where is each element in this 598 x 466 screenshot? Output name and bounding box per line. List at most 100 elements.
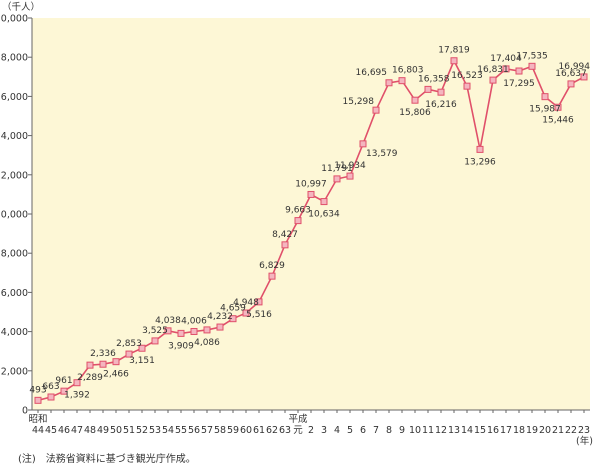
data-point [333, 175, 341, 183]
data-point [281, 241, 289, 249]
data-point [489, 76, 497, 84]
x-tick-label: 2 [308, 425, 314, 436]
data-point [203, 326, 211, 334]
data-point [541, 93, 549, 101]
x-tick-label: 51 [123, 425, 135, 436]
y-tick-label: 8,000 [1, 249, 28, 260]
x-tick-label: 6 [360, 425, 366, 436]
x-tick-label: 13 [448, 425, 460, 436]
data-point [294, 217, 302, 225]
x-tick-label: 45 [45, 425, 57, 436]
data-point [359, 140, 367, 148]
data-label: 4,232 [207, 312, 233, 322]
x-tick-label: 60 [240, 425, 252, 436]
y-tick-label: 2,000 [1, 366, 28, 377]
markers [34, 57, 588, 404]
data-label: 17,535 [516, 51, 548, 61]
x-tick-label: 15 [474, 425, 486, 436]
data-label: 5,516 [246, 310, 272, 320]
x-tick-label: 22 [565, 425, 577, 436]
x-tick-label: 56 [188, 425, 200, 436]
data-point [372, 106, 380, 114]
x-tick-label: 3 [321, 425, 327, 436]
era-label: 平成 [288, 413, 308, 425]
data-label: 11,934 [334, 161, 366, 171]
data-label: 493 [29, 385, 46, 395]
era-label: 昭和 [28, 414, 47, 425]
data-label: 4,948 [233, 298, 259, 308]
data-point [60, 387, 68, 395]
data-label: 16,695 [356, 68, 388, 78]
y-tick-label: 10,000 [0, 210, 28, 221]
y-tick-label: 6,000 [1, 288, 28, 299]
data-label: 4,086 [194, 338, 220, 348]
data-point [437, 88, 445, 96]
x-tick-label: 11 [422, 425, 434, 436]
data-label: 10,634 [308, 210, 340, 220]
data-point [47, 393, 55, 401]
y-tick-label: 18,000 [0, 53, 28, 64]
x-tick-label: 63 [279, 425, 291, 436]
x-tick-label: 17 [500, 425, 512, 436]
data-label: 16,831 [477, 65, 509, 75]
data-point [528, 62, 536, 70]
data-point [580, 73, 588, 81]
x-tick-label: 21 [552, 425, 564, 436]
x-tick-label: 23 [578, 425, 590, 436]
plot-area [32, 18, 590, 410]
data-point [138, 344, 146, 352]
x-tick-label: 14 [461, 425, 473, 436]
data-label: 15,446 [542, 115, 574, 125]
data-label: 4,038 [155, 316, 181, 326]
x-tick-label: 48 [84, 425, 96, 436]
data-label: 11,791 [321, 164, 353, 174]
data-label: 9,663 [285, 206, 311, 216]
x-tick-label: 55 [175, 425, 187, 436]
x-tick-label: 57 [201, 425, 213, 436]
data-point [346, 172, 354, 180]
y-unit-label: （千人） [2, 1, 40, 13]
data-point [190, 327, 198, 335]
data-point [164, 327, 172, 335]
data-point [216, 323, 224, 331]
data-label: 15,806 [399, 108, 431, 118]
data-point [34, 396, 42, 404]
x-tick-label: 52 [136, 425, 148, 436]
data-point [268, 272, 276, 280]
data-label: 16,358 [418, 74, 450, 84]
x-tick-label: 10 [409, 425, 421, 436]
data-label: 17,295 [503, 79, 535, 89]
data-point [450, 57, 458, 65]
x-tick-label: 7 [373, 425, 379, 436]
data-point [320, 198, 328, 206]
data-point [112, 358, 120, 366]
x-tick-label: 61 [253, 425, 265, 436]
data-label: 17,404 [490, 54, 522, 64]
data-label: 663 [42, 382, 59, 392]
y-tick-label: 16,000 [0, 92, 28, 103]
data-point [398, 77, 406, 85]
data-point [411, 96, 419, 104]
data-label: 2,853 [116, 339, 142, 349]
x-axis: 44 45 46 47 48 49 50 51 52 53 54 55 56 57 58 59 60 61 62 63… [28, 410, 590, 436]
data-point [502, 65, 510, 73]
y-tick-label: 0 [22, 406, 28, 417]
x-tick-label: 20 [539, 425, 551, 436]
data-label: 3,909 [168, 341, 194, 351]
data-label: 16,216 [425, 100, 457, 110]
data-label: 8,427 [272, 230, 298, 240]
y-tick-label: 4,000 [1, 327, 28, 338]
x-tick-label: 62 [266, 425, 278, 436]
data-label: 16,994 [559, 62, 591, 72]
data-label: 2,336 [90, 349, 116, 359]
source-note: (注) 法務省資料に基づき観光庁作成。 [18, 452, 196, 465]
data-point [255, 298, 263, 306]
data-point [554, 103, 562, 111]
data-label: 6,829 [259, 261, 285, 271]
data-label: 15,987 [529, 105, 561, 115]
x-tick-label: 44 [32, 425, 44, 436]
data-point [86, 361, 94, 369]
data-point [424, 85, 432, 93]
